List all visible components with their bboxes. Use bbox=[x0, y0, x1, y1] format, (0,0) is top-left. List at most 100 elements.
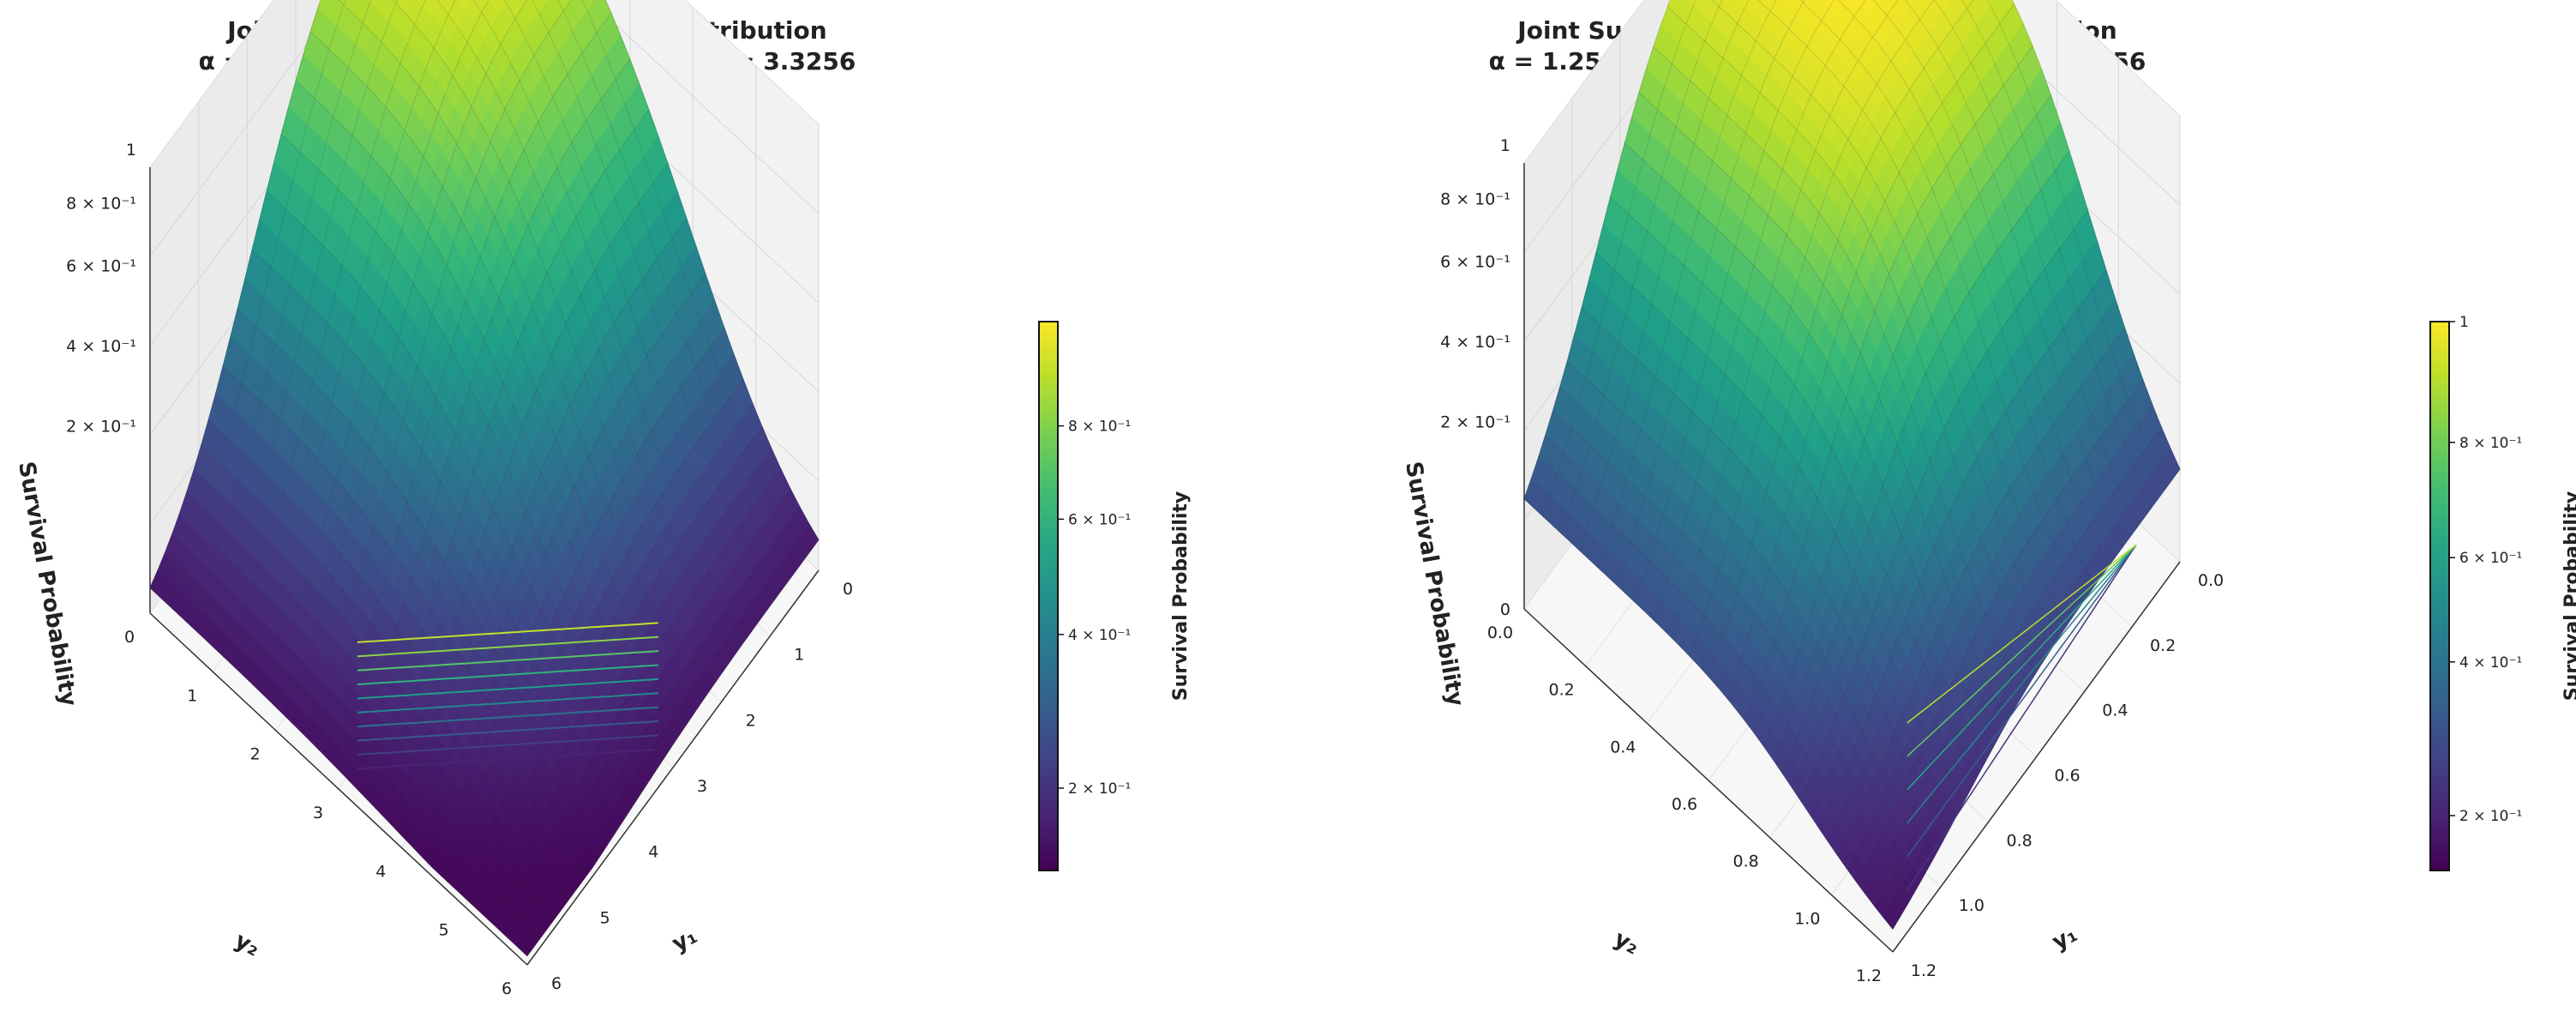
colorbar-tick-label: 1 bbox=[2459, 314, 2469, 331]
z-tick-label: 2 × 10⁻¹ bbox=[66, 418, 136, 437]
colorbar-label: Survival Probability bbox=[1170, 491, 1192, 702]
surface-wire bbox=[526, 539, 820, 956]
surface-wire bbox=[319, 12, 612, 751]
surface-wire bbox=[1597, 0, 1777, 568]
contour-line bbox=[357, 650, 659, 672]
z-tick-label: 4 × 10⁻¹ bbox=[1440, 333, 1510, 352]
surface-wire bbox=[432, 327, 725, 869]
z-axis-label: Survival Probability bbox=[13, 460, 81, 708]
surface-mesh bbox=[149, 0, 820, 957]
surface-wire bbox=[1653, 0, 1866, 620]
surface-wire bbox=[1671, 0, 1899, 638]
contour-line bbox=[1906, 544, 2137, 757]
contour-line bbox=[357, 748, 659, 770]
surface-wire bbox=[531, 0, 776, 599]
surface-wire bbox=[1904, 0, 2123, 548]
z-axis-label: Survival Probability bbox=[1400, 460, 1468, 708]
y1-axis-label: y₁ bbox=[2048, 921, 2081, 955]
surface-wire bbox=[300, 0, 572, 732]
colorbar-tick-label: 4 × 10⁻¹ bbox=[2459, 654, 2522, 672]
chart-panel-right: Joint Survival Function − BBGLL Distribu… bbox=[1290, 0, 2576, 1036]
y1-tick-label: 5 bbox=[600, 908, 610, 927]
surface-wire bbox=[207, 419, 586, 877]
surface-wire bbox=[1638, 92, 2009, 721]
contour-line bbox=[1906, 544, 2137, 858]
surface-wire bbox=[1552, 410, 1922, 881]
surface-wire bbox=[436, 0, 732, 660]
surface-wire bbox=[193, 469, 572, 897]
surface-wire bbox=[1579, 0, 1750, 551]
surface-wire bbox=[237, 308, 615, 834]
surface-wire bbox=[1653, 46, 2023, 696]
surface-wire bbox=[557, 0, 790, 580]
surface-wire bbox=[1757, 0, 2066, 629]
z-tick-label: 1 bbox=[126, 141, 136, 160]
y1-tick-label: 1.2 bbox=[1911, 961, 1937, 980]
grid-line bbox=[149, 0, 820, 346]
colorbar-tick-label: 6 × 10⁻¹ bbox=[1068, 511, 1131, 528]
surface-wire bbox=[451, 378, 744, 886]
surface-wire bbox=[1837, 327, 2125, 856]
surface-wire bbox=[1566, 360, 1937, 855]
surface-patch bbox=[1882, 904, 1900, 930]
contour-line bbox=[357, 622, 659, 643]
surface-wire bbox=[1763, 94, 2051, 747]
surface-wire bbox=[1523, 498, 1894, 930]
surface-wire bbox=[1892, 468, 2181, 930]
surface-wire bbox=[375, 163, 669, 810]
surface-wire bbox=[243, 0, 456, 677]
surface-wire bbox=[1744, 45, 2033, 722]
surface-wire bbox=[280, 134, 659, 768]
contour-line bbox=[357, 720, 659, 742]
y2-tick-label: 4 bbox=[375, 862, 386, 881]
surface-wire bbox=[1690, 0, 1935, 657]
z-tick-label: 4 × 10⁻¹ bbox=[66, 337, 136, 356]
surface-wire bbox=[178, 514, 557, 917]
surface-wire bbox=[338, 58, 631, 770]
y2-tick-label: 1.2 bbox=[1856, 967, 1882, 985]
surface-wire bbox=[604, 0, 820, 540]
surface-patch bbox=[517, 937, 536, 957]
contour-line bbox=[357, 734, 659, 756]
surface-wire bbox=[1818, 269, 2107, 829]
surface-wire bbox=[1624, 142, 1994, 748]
y2-axis-label: y₂ bbox=[1610, 926, 1643, 961]
y1-tick-label: 0.2 bbox=[2150, 636, 2176, 655]
surface-wire bbox=[222, 365, 601, 857]
surface-wire bbox=[1634, 0, 1835, 603]
surface-wire bbox=[472, 0, 747, 640]
surface-wire bbox=[1837, 0, 2094, 587]
surface-wire bbox=[149, 587, 528, 956]
contour-line bbox=[1906, 544, 2137, 891]
y2-tick-label: 1.0 bbox=[1794, 909, 1820, 928]
colorbar bbox=[1038, 321, 1059, 871]
surface-wire bbox=[225, 0, 426, 660]
y2-tick-label: 0.2 bbox=[1549, 681, 1575, 700]
y2-tick-label: 0 bbox=[124, 628, 135, 647]
surface-wire bbox=[357, 109, 650, 790]
surface-wire bbox=[394, 218, 688, 829]
surface-wire bbox=[507, 506, 801, 939]
colorbar-tick-label: 6 × 10⁻¹ bbox=[2459, 550, 2522, 567]
y2-axis-label: y₂ bbox=[231, 928, 264, 962]
surface-wire bbox=[1799, 0, 2081, 608]
surface-mesh bbox=[1523, 0, 2181, 930]
y1-tick-label: 4 bbox=[648, 843, 658, 862]
surface-wire bbox=[251, 250, 630, 812]
surface-wire bbox=[1934, 0, 2138, 528]
colorbar-tick-label: 2 × 10⁻¹ bbox=[1068, 780, 1131, 798]
surface-wire bbox=[309, 31, 688, 724]
surface-wire bbox=[206, 0, 399, 641]
surface-wire bbox=[2011, 0, 2181, 470]
surface-wire bbox=[1667, 6, 2037, 673]
contour-line bbox=[357, 706, 659, 728]
y1-tick-label: 0.8 bbox=[2007, 831, 2033, 850]
surface-wire bbox=[1726, 3, 2015, 699]
surface-wire bbox=[1781, 150, 2070, 774]
y2-tick-label: 6 bbox=[501, 979, 512, 998]
y2-axis-line bbox=[1523, 608, 1894, 953]
z-tick-label: 6 × 10⁻¹ bbox=[66, 256, 136, 275]
surface-wire bbox=[1961, 0, 2152, 509]
y1-tick-label: 1 bbox=[794, 646, 804, 665]
z-tick-label: 2 × 10⁻¹ bbox=[1440, 413, 1510, 432]
